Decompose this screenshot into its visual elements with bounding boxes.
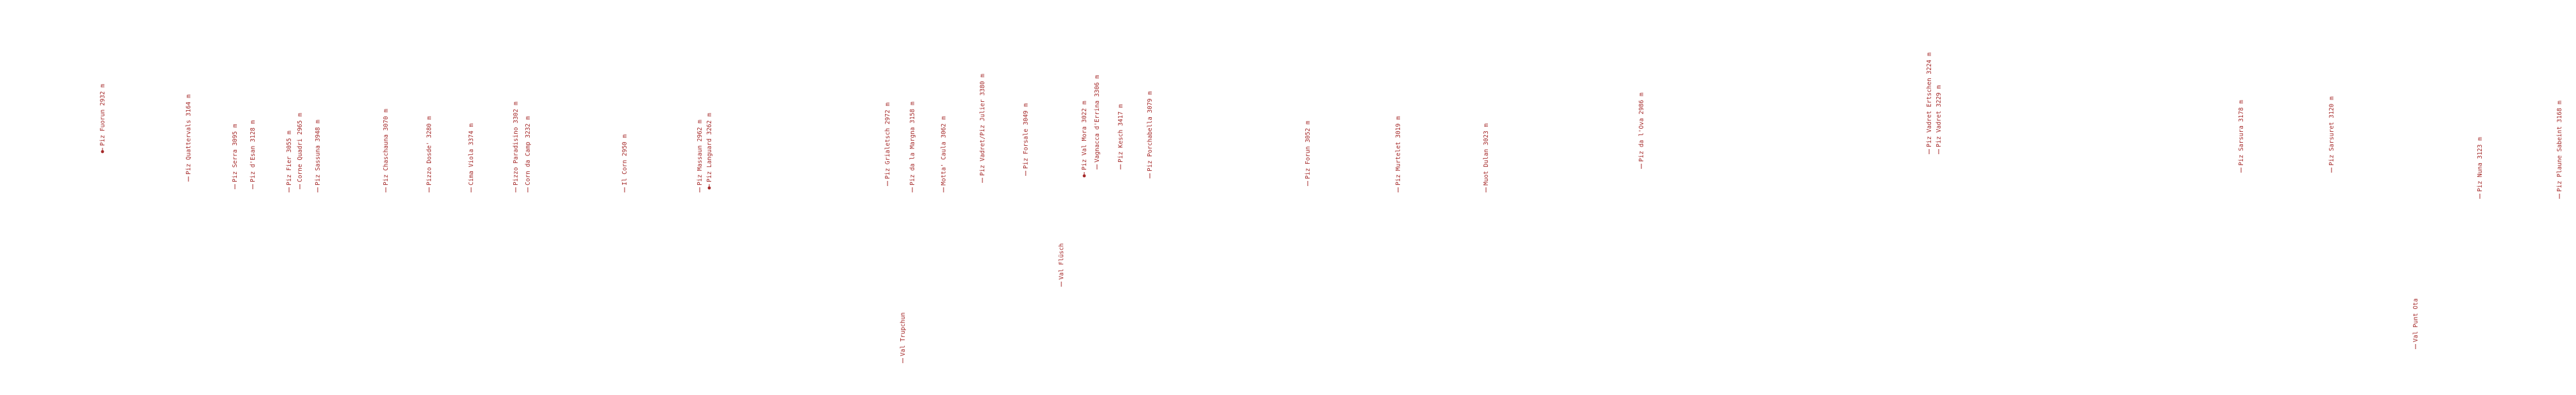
peak-label: Piz Quattervals 3164 m bbox=[185, 94, 192, 175]
peak-label-group: Piz da la Margna 3158 m bbox=[909, 101, 916, 192]
peak-label-group: Piz Forsale 3049 m bbox=[1023, 103, 1030, 176]
peak-label-group: Piz Fier 3055 m bbox=[286, 131, 293, 192]
valley-label-group: Val Trupchun bbox=[900, 312, 907, 363]
peak-label: Piz d'Esan 3128 m bbox=[250, 120, 257, 182]
peak-label: Cima Viola 3374 m bbox=[468, 123, 475, 185]
peak-label-group: Piz Sarsuret 3120 m bbox=[2328, 96, 2335, 173]
peak-label: Piz Vadret Ertschen 3224 m bbox=[1926, 52, 1933, 147]
peak-label: Piz Languard 3262 m bbox=[706, 113, 713, 182]
peak-label-group: Piz Sarsura 3178 m bbox=[2238, 100, 2245, 173]
peak-label-group: Piz Forun 3052 m bbox=[1305, 120, 1312, 186]
peak-label: Piz Massaun 2962 m bbox=[697, 120, 704, 185]
peak-label: Piz Fuorun 2932 m bbox=[99, 83, 106, 146]
peak-label: Piz Fier 3055 m bbox=[286, 131, 293, 185]
peak-label: Piz Vadret 3229 m bbox=[1936, 85, 1943, 147]
peak-label-group: Piz Serra 3095 m bbox=[232, 124, 239, 189]
peak-label: Piz Murtelet 3019 m bbox=[1395, 116, 1402, 185]
peak-label-group: Piz Languard 3262 m bbox=[706, 113, 713, 190]
peak-marker-dot bbox=[1082, 174, 1086, 178]
peak-label: Pizzo Paradisino 3302 m bbox=[513, 101, 520, 185]
peak-marker-dot bbox=[707, 186, 711, 190]
peak-label: Il Corn 2950 m bbox=[621, 134, 628, 185]
peak-label: Corn da Camp 3232 m bbox=[525, 116, 532, 185]
peak-label-group: Piz Quattervals 3164 m bbox=[185, 94, 192, 182]
peak-label-group: Piz d'Esan 3128 m bbox=[250, 120, 257, 189]
peak-label-group: Piz Vadret/Piz Julier 3380 m bbox=[979, 74, 986, 183]
peak-label: Piz Kesch 3417 m bbox=[1117, 104, 1124, 162]
valley-label: Val Punt Ota bbox=[2412, 298, 2419, 342]
peak-label-group: Motta' Caula 3062 m bbox=[940, 116, 947, 192]
peak-label: Vagnacca d'Errina 3306 m bbox=[1094, 75, 1101, 162]
peak-label: Motta' Caula 3062 m bbox=[940, 116, 947, 185]
peak-label-group: Piz Sassuna 3948 m bbox=[315, 120, 322, 192]
peak-label-group: Muot Dulan 3023 m bbox=[1483, 123, 1490, 192]
peak-label-group: Il Corn 2950 m bbox=[621, 134, 628, 192]
peak-marker-dot bbox=[101, 150, 104, 154]
peak-label: Piz Nuna 3123 m bbox=[2477, 137, 2484, 192]
peak-label: Piz Forsale 3049 m bbox=[1023, 103, 1030, 169]
peak-label-group: Pizzo Paradisino 3302 m bbox=[513, 101, 520, 192]
peak-label: Pizzo Dosde' 3280 m bbox=[426, 116, 433, 185]
peak-label: Piz Sarsuret 3120 m bbox=[2328, 96, 2335, 166]
peak-label: Corne Quadri 2965 m bbox=[297, 113, 304, 182]
peak-label-group: Piz Murtelet 3019 m bbox=[1395, 116, 1402, 192]
peak-label: Piz Sarsura 3178 m bbox=[2238, 100, 2245, 166]
valley-label-group: Val Flüsch bbox=[1058, 243, 1065, 287]
peak-label-group: Piz Massaun 2962 m bbox=[697, 120, 704, 192]
valley-label: Val Trupchun bbox=[900, 312, 907, 356]
peak-label: Piz Grialetsch 2972 m bbox=[884, 103, 891, 179]
peak-label-group: Piz Kesch 3417 m bbox=[1117, 104, 1124, 169]
peak-label: Piz Porchabella 3079 m bbox=[1147, 91, 1154, 171]
peak-label-group: Piz Grialetsch 2972 m bbox=[884, 103, 891, 186]
peak-label-group: Piz Plaune Sabeint 3168 m bbox=[2556, 101, 2563, 199]
peak-label-group: Piz Val Mora 3022 m bbox=[1081, 101, 1088, 178]
valley-label-group: Val Punt Ota bbox=[2412, 298, 2419, 349]
peak-label: Piz Forun 3052 m bbox=[1305, 120, 1312, 179]
peak-label-group: Piz da l'Ova 2986 m bbox=[1638, 92, 1645, 169]
peak-label: Piz Val Mora 3022 m bbox=[1081, 101, 1088, 170]
peak-label-group: Vagnacca d'Errina 3306 m bbox=[1094, 75, 1101, 169]
peak-label-group: Piz Nuna 3123 m bbox=[2477, 137, 2484, 199]
peak-label-group: Corn da Camp 3232 m bbox=[525, 116, 532, 192]
peak-label: Piz Chaschauna 3070 m bbox=[383, 109, 390, 185]
peak-label: Piz Serra 3095 m bbox=[232, 124, 239, 182]
peak-label: Muot Dulan 3023 m bbox=[1483, 123, 1490, 185]
peak-label-group: Piz Vadret Ertschen 3224 m bbox=[1926, 52, 1933, 154]
peak-label-group: Piz Fuorun 2932 m bbox=[99, 83, 106, 154]
peak-label: Piz Plaune Sabeint 3168 m bbox=[2556, 101, 2563, 192]
valley-label: Val Flüsch bbox=[1058, 243, 1065, 280]
peak-label-group: Cima Viola 3374 m bbox=[468, 123, 475, 192]
peak-label-group: Piz Porchabella 3079 m bbox=[1147, 91, 1154, 178]
peak-label-group: Piz Chaschauna 3070 m bbox=[383, 109, 390, 192]
peak-label: Piz da l'Ova 2986 m bbox=[1638, 92, 1645, 162]
peak-label-group: Corne Quadri 2965 m bbox=[297, 113, 304, 189]
peak-label-group: Piz Vadret 3229 m bbox=[1936, 85, 1943, 154]
peak-label: Piz da la Margna 3158 m bbox=[909, 101, 916, 185]
peak-label-group: Pizzo Dosde' 3280 m bbox=[426, 116, 433, 192]
peak-label: Piz Vadret/Piz Julier 3380 m bbox=[979, 74, 986, 176]
peak-label: Piz Sassuna 3948 m bbox=[315, 120, 322, 185]
